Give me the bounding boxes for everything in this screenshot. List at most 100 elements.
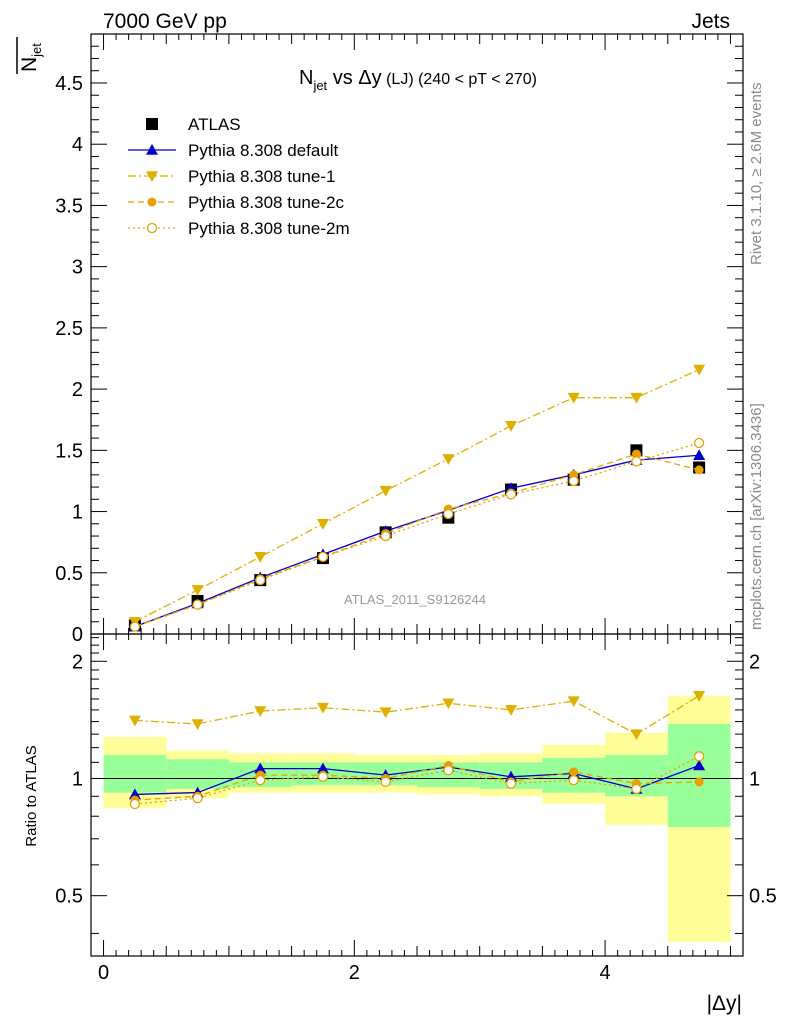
- legend-item: Pythia 8.308 tune-1: [128, 167, 335, 186]
- data-point: [316, 518, 329, 530]
- y-tick-label: 1.5: [55, 440, 83, 462]
- data-point: [568, 475, 579, 487]
- legend-marker: [146, 144, 158, 155]
- title-range: (240 < pT < 270): [414, 71, 537, 88]
- y-tick-label: 4: [72, 134, 83, 156]
- ratio-band-green: [103, 754, 167, 793]
- data-point: [316, 702, 329, 714]
- data-point: [316, 762, 329, 774]
- ratio-y-tick-label: 2: [72, 651, 83, 673]
- data-point: [505, 778, 517, 789]
- data-point: [317, 551, 329, 563]
- ratio-series-layer: [128, 691, 706, 810]
- legend-marker: [147, 197, 157, 207]
- data-point: [567, 696, 580, 708]
- legend-label: Pythia 8.308 tune-1: [188, 167, 335, 186]
- title-sub: jet: [312, 78, 327, 93]
- data-point: [191, 719, 204, 731]
- data-point: [380, 776, 391, 788]
- title-lj: (LJ): [382, 71, 414, 88]
- main-series-layer: [128, 364, 706, 632]
- legend-label: Pythia 8.308 tune-2c: [188, 193, 344, 212]
- ratio-y-tick-label-right: 0.5: [749, 886, 777, 908]
- xlabel: |Δy|: [707, 992, 742, 1015]
- data-point: [505, 705, 518, 716]
- y-tick-label: 3.5: [55, 195, 83, 217]
- header-process-label: Jets: [691, 10, 730, 33]
- data-point: [630, 729, 643, 741]
- data-point: [631, 449, 641, 459]
- data-point: [631, 456, 642, 467]
- data-point: [631, 783, 642, 795]
- series-line: [134, 764, 700, 801]
- ratio-y-tick-label-right: 1: [749, 768, 760, 790]
- ratio-band-green: [667, 724, 731, 828]
- header-energy-label: 7000 GeV pp: [103, 10, 227, 33]
- y-tick-label: 4.5: [55, 73, 83, 95]
- data-point: [254, 762, 267, 774]
- data-point: [379, 707, 392, 719]
- x-tick-label: 0: [98, 962, 109, 984]
- data-point: [128, 715, 141, 727]
- series-line: [134, 764, 700, 796]
- data-point: [505, 489, 517, 500]
- data-point: [569, 767, 579, 777]
- title-dy: Δy: [358, 67, 381, 89]
- data-point: [442, 454, 455, 465]
- main-series-pythia-8-308-tune-1: [128, 364, 706, 628]
- data-point: [255, 775, 266, 786]
- title-n: N: [299, 67, 313, 89]
- data-point: [443, 508, 454, 520]
- ylabel-n: N: [18, 57, 41, 72]
- series-line: [134, 755, 700, 805]
- legend-item: Pythia 8.308 default: [128, 141, 339, 160]
- legend-label: Pythia 8.308 tune-2m: [188, 219, 350, 238]
- x-tick-label: 2: [349, 962, 360, 984]
- rivet-label: Rivet 3.1.10, ≥ 2.6M events: [748, 83, 765, 266]
- legend: ATLAS Pythia 8.308 default Pythia 8.308 tu…: [128, 115, 350, 238]
- y-tick-label: 3: [72, 257, 83, 279]
- legend-item: Pythia 8.308 tune-2m: [128, 219, 350, 238]
- y-tick-label: 0.5: [55, 563, 83, 585]
- data-point: [379, 485, 392, 497]
- data-point: [693, 691, 706, 702]
- main-ylabel-text: Njet: [18, 43, 44, 72]
- ratio-y-tick-label-right: 2: [749, 651, 760, 673]
- data-point: [380, 530, 391, 542]
- data-point: [630, 392, 643, 404]
- y-tick-label: 2.5: [55, 318, 83, 340]
- analysis-watermark: ATLAS_2011_S9126244: [344, 592, 486, 607]
- data-point: [128, 788, 141, 800]
- data-point: [192, 793, 203, 804]
- data-point: [505, 421, 518, 432]
- ratio-ylabel: Ratio to ATLAS: [23, 745, 40, 846]
- data-point: [694, 777, 704, 787]
- legend-item: ATLAS: [146, 115, 241, 134]
- data-point: [443, 765, 454, 776]
- mcplots-label: mcplots.cern.ch [arXiv:1306.3436]: [748, 403, 765, 630]
- data-point: [254, 706, 267, 718]
- ratio-series-pythia-8-308-tune-2m: [129, 751, 705, 810]
- x-tick-label: 4: [600, 962, 611, 984]
- axes-layer: 0 0.5 1 1.5 2 2.5 3 3.5 4 4.5 0 2 4 0.5 0.5 1 1 2 2: [55, 33, 777, 984]
- legend-label: Pythia 8.308 default: [188, 141, 339, 160]
- series-line: [134, 442, 700, 628]
- legend-marker: [146, 222, 158, 234]
- series-line: [134, 368, 700, 623]
- data-point: [693, 449, 706, 461]
- data-point: [693, 364, 706, 376]
- legend-item: Pythia 8.308 tune-2c: [128, 193, 344, 212]
- data-point: [693, 759, 706, 771]
- ratio-y-tick-label: 1: [72, 768, 83, 790]
- legend-marker: [146, 118, 158, 130]
- ylabel-sub: jet: [29, 43, 44, 58]
- ratio-y-tick-label: 0.5: [55, 886, 83, 908]
- legend-marker: [146, 171, 158, 182]
- data-point: [442, 698, 455, 710]
- data-point: [192, 599, 203, 610]
- data-point: [693, 751, 705, 762]
- main-title: Njet vs Δy (LJ) (240 < pT < 270): [299, 67, 537, 93]
- main-series-pythia-8-308-tune-2m: [129, 437, 705, 632]
